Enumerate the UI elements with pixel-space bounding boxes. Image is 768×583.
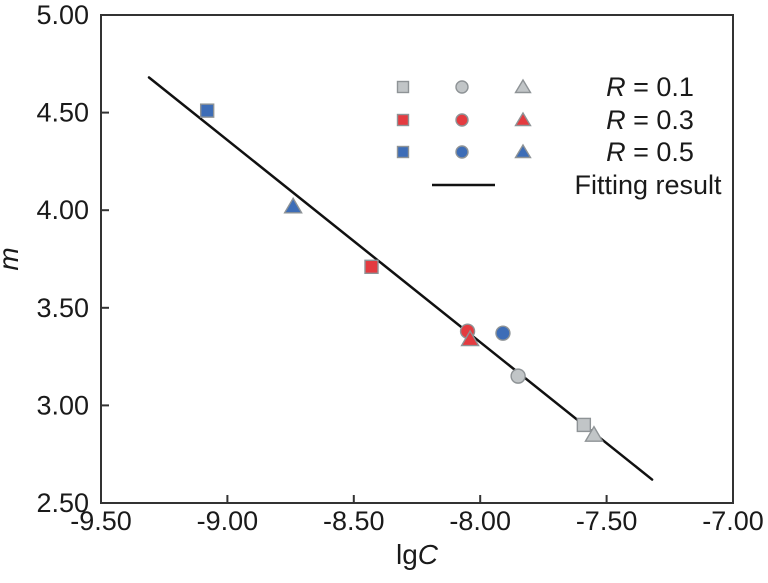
x-tick-label: -7.50 xyxy=(576,506,638,536)
x-tick-label: -9.00 xyxy=(197,506,259,536)
legend-marker-series-2-triangle xyxy=(514,143,532,159)
y-tick-label: 3.00 xyxy=(36,390,89,420)
x-axis-title: lgC xyxy=(396,539,439,570)
legend-marker-series-0-triangle xyxy=(514,78,532,94)
x-tick-label: -9.50 xyxy=(70,506,132,536)
legend-label-series-2: R = 0.5 xyxy=(606,137,694,167)
x-tick-label: -7.00 xyxy=(702,506,764,536)
legend-marker-series-2-circle xyxy=(455,145,469,159)
legend-marker-series-1-square xyxy=(396,113,410,127)
legend-marker-series-0-circle xyxy=(455,80,469,94)
y-tick-label: 4.00 xyxy=(36,195,89,225)
data-point-series-0-triangle xyxy=(584,425,604,442)
legend-marker-series-0-square xyxy=(396,80,410,94)
legend-marker-series-1-circle xyxy=(455,113,469,127)
data-point-series-0-square xyxy=(576,417,592,433)
y-tick-label: 2.50 xyxy=(36,488,89,518)
legend-label-fit-line: Fitting result xyxy=(574,170,722,200)
legend-marker-series-2-square xyxy=(396,145,410,159)
y-tick-label: 3.50 xyxy=(36,293,89,323)
data-point-series-2-triangle xyxy=(283,196,303,214)
y-axis-title: m xyxy=(0,247,24,270)
data-point-series-2-circle xyxy=(495,325,511,341)
y-tick-label: 4.50 xyxy=(36,98,89,128)
legend-label-series-0: R = 0.1 xyxy=(606,72,694,102)
x-tick-label: -8.50 xyxy=(323,506,385,536)
plot-border xyxy=(100,14,734,504)
data-point-series-1-square xyxy=(364,259,379,275)
data-point-series-1-triangle xyxy=(460,329,480,347)
data-point-series-0-circle xyxy=(510,368,526,384)
data-point-series-2-square xyxy=(199,103,215,118)
y-tick-label: 5.00 xyxy=(36,0,89,30)
x-tick-label: -8.00 xyxy=(449,506,511,536)
fit-line xyxy=(147,76,654,481)
legend-label-series-1: R = 0.3 xyxy=(606,105,694,135)
legend-marker-series-1-triangle xyxy=(514,111,532,127)
